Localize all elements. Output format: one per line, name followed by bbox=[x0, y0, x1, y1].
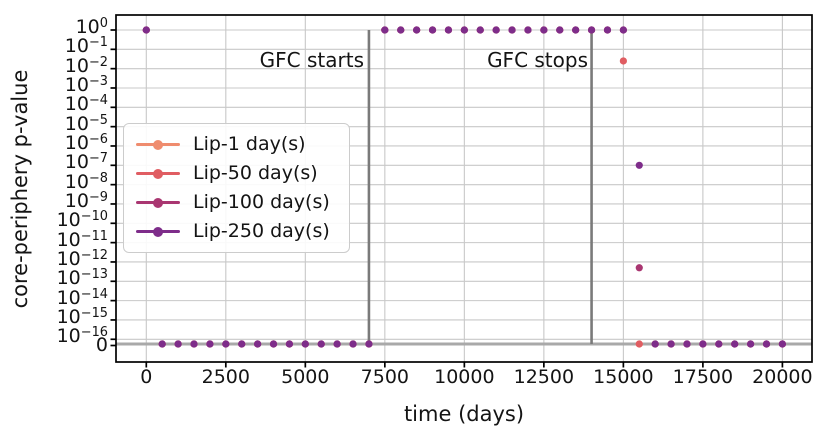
legend-dot-icon bbox=[153, 226, 163, 237]
data-point bbox=[285, 340, 294, 348]
data-point bbox=[301, 340, 309, 348]
annotation-gfc-stops: GFC stops bbox=[487, 48, 588, 72]
y-tick-label: 10−15 bbox=[56, 305, 108, 328]
x-tick-label: 17500 bbox=[672, 366, 734, 388]
data-point bbox=[540, 26, 548, 34]
legend-marker-lip-100-icon bbox=[136, 197, 180, 208]
y-tick-label: 10−6 bbox=[64, 131, 108, 154]
legend-item-lip-1: Lip-1 day(s) bbox=[136, 134, 337, 155]
legend-item-lip-250: Lip-250 day(s) bbox=[136, 221, 337, 242]
data-point bbox=[174, 340, 182, 348]
legend-marker-lip-1-icon bbox=[136, 139, 180, 150]
y-tick-label: 10−8 bbox=[64, 170, 108, 193]
data-point bbox=[397, 26, 405, 34]
y-tick-label: 10−9 bbox=[64, 189, 108, 212]
x-tick-label: 15000 bbox=[593, 366, 654, 388]
x-axis-label: time (days) bbox=[403, 402, 525, 426]
x-tick-label: 0 bbox=[140, 366, 153, 388]
legend-item-lip-100: Lip-100 day(s) bbox=[136, 192, 337, 213]
data-point bbox=[587, 26, 596, 34]
legend-dot-icon bbox=[153, 139, 163, 150]
series-lip-250-day-s- bbox=[142, 26, 787, 348]
data-point bbox=[603, 26, 612, 34]
annotation-gfc-starts: GFC starts bbox=[259, 48, 364, 72]
data-point bbox=[238, 340, 246, 348]
x-tick-label: 10000 bbox=[434, 366, 495, 388]
data-point bbox=[556, 26, 564, 34]
legend-marker-lip-50-icon bbox=[136, 168, 180, 179]
y-axis-label: core-periphery p-value bbox=[8, 69, 32, 309]
y-tick-label: 10−13 bbox=[56, 267, 108, 290]
y-tick-label: 10−14 bbox=[56, 286, 108, 309]
data-point bbox=[683, 340, 691, 348]
data-point bbox=[317, 340, 325, 348]
data-point bbox=[778, 340, 787, 348]
data-point bbox=[619, 57, 627, 65]
data-point bbox=[381, 26, 389, 34]
data-point bbox=[444, 26, 453, 34]
legend-label-lip-1: Lip-1 day(s) bbox=[193, 133, 306, 155]
x-tick-label: 2500 bbox=[201, 366, 250, 388]
y-tick-label: 10−3 bbox=[64, 73, 108, 96]
data-point bbox=[476, 26, 484, 34]
legend-item-lip-50: Lip-50 day(s) bbox=[136, 163, 337, 184]
legend-dot-icon bbox=[153, 197, 163, 208]
y-tick-label: 100 bbox=[75, 16, 108, 38]
data-point bbox=[572, 26, 580, 34]
y-tick-label: 10−11 bbox=[56, 228, 108, 251]
y-tick-label: 10−12 bbox=[56, 247, 108, 270]
legend-label-lip-100: Lip-100 day(s) bbox=[193, 191, 330, 213]
data-point bbox=[158, 340, 166, 348]
x-tick-label: 5000 bbox=[281, 366, 330, 388]
data-point bbox=[619, 26, 627, 34]
tick-marks bbox=[110, 29, 784, 368]
y-tick-label: 10−1 bbox=[64, 35, 108, 58]
data-point bbox=[428, 26, 437, 34]
data-point bbox=[635, 161, 643, 169]
data-point bbox=[254, 340, 262, 348]
legend-label-lip-250: Lip-250 day(s) bbox=[193, 220, 330, 242]
legend-marker-lip-250-icon bbox=[136, 226, 180, 237]
data-point bbox=[413, 26, 421, 34]
y-tick-label-zero: 0 bbox=[95, 334, 108, 356]
legend-dot-icon bbox=[153, 168, 163, 179]
data-point bbox=[731, 340, 739, 348]
x-tick-label: 12500 bbox=[513, 366, 575, 388]
y-tick-label: 10−4 bbox=[64, 93, 108, 116]
data-point bbox=[746, 340, 755, 348]
legend-label-lip-50: Lip-50 day(s) bbox=[193, 162, 318, 184]
y-tick-label: 10−7 bbox=[64, 151, 108, 174]
y-tick-label: 10−5 bbox=[64, 112, 108, 135]
data-point bbox=[635, 264, 643, 272]
data-point bbox=[365, 340, 373, 348]
data-point bbox=[667, 340, 675, 348]
data-point bbox=[699, 340, 707, 348]
grid-layer bbox=[116, 15, 812, 362]
data-point bbox=[333, 340, 341, 348]
y-tick-label: 10−16 bbox=[56, 325, 108, 348]
data-point bbox=[190, 340, 198, 348]
data-point bbox=[349, 340, 357, 348]
data-point bbox=[651, 340, 659, 348]
data-point bbox=[635, 340, 643, 348]
data-point bbox=[762, 340, 771, 348]
data-point bbox=[460, 26, 468, 34]
data-point bbox=[206, 340, 214, 348]
data-point bbox=[142, 26, 150, 34]
x-tick-label: 20000 bbox=[752, 366, 813, 388]
data-point bbox=[222, 340, 230, 348]
data-point bbox=[269, 340, 278, 348]
data-point bbox=[508, 26, 516, 34]
legend: Lip-1 day(s) Lip-50 day(s) Lip-100 day(s… bbox=[123, 123, 350, 253]
y-tick-label: 10−10 bbox=[56, 209, 108, 232]
y-tick-label: 10−2 bbox=[64, 54, 108, 77]
data-point bbox=[492, 26, 500, 34]
data-point bbox=[524, 26, 532, 34]
data-point bbox=[715, 340, 723, 348]
x-tick-label: 7500 bbox=[360, 366, 409, 388]
